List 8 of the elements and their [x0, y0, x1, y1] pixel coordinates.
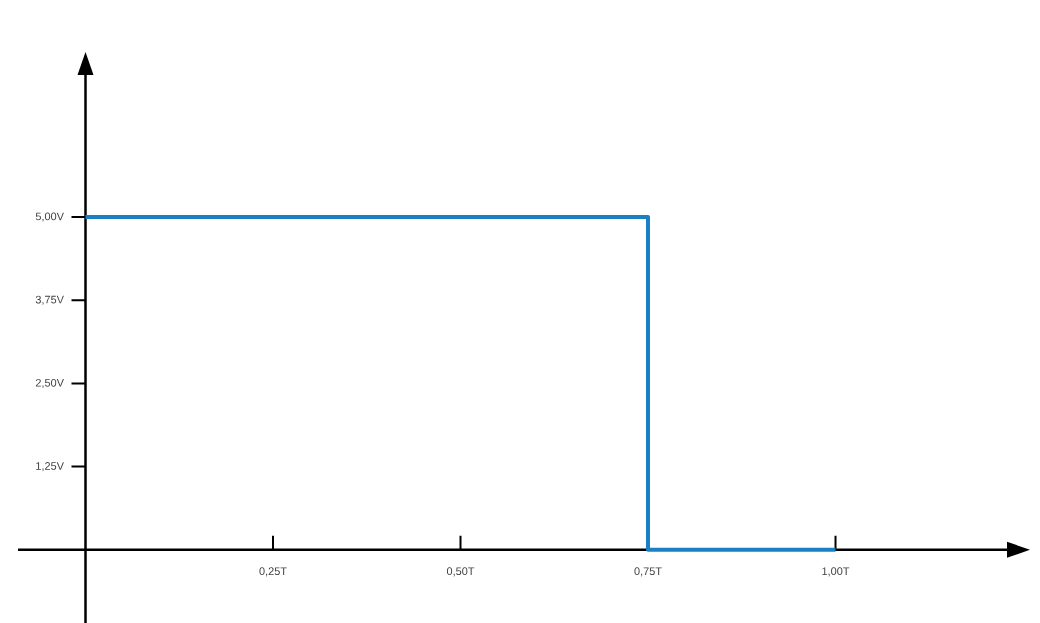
y-tick-label: 2,50V	[35, 378, 64, 388]
x-tick-label: 0,25T	[259, 567, 287, 577]
y-tick-label: 1,25V	[36, 462, 64, 472]
x-tick-label: 1,00T	[822, 567, 850, 577]
y-tick-label: 3,75V	[35, 295, 64, 305]
x-tick-label: 0,50T	[446, 567, 475, 577]
y-tick-label: 5,00V	[35, 212, 64, 222]
x-tick-label: 0,75T	[634, 567, 662, 577]
